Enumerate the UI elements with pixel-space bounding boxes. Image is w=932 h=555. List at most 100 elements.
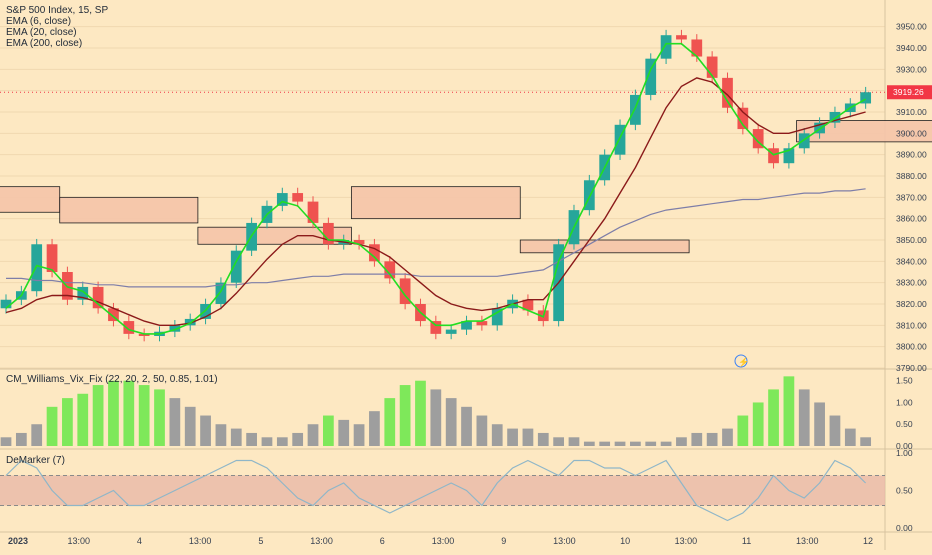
demarker-pane: [0, 459, 885, 522]
vix-bar: [46, 406, 58, 446]
ema6-line: [5, 42, 866, 335]
candle-body: [77, 286, 89, 300]
vix-bar: [384, 398, 396, 446]
vix-bar: [553, 437, 565, 446]
candle-body: [461, 321, 472, 330]
candle-body: [860, 92, 872, 104]
price-tick-label: 3820.00: [896, 299, 927, 309]
time-tick-label: 13:00: [553, 536, 576, 546]
legend-ema20[interactable]: EMA (20, close): [6, 27, 77, 38]
candle-body: [138, 333, 150, 336]
zone-box: [0, 186, 61, 213]
candle-body: [829, 112, 841, 123]
demarker-tick-label: 0.50: [896, 486, 913, 496]
vix-bar: [660, 441, 672, 446]
vix-bar: [200, 415, 211, 446]
vix-bar: [645, 441, 657, 446]
legend-ema200[interactable]: EMA (200, close): [6, 38, 83, 49]
candle-body: [123, 321, 135, 334]
candle-body: [752, 129, 764, 149]
candle-body: [722, 77, 733, 108]
vix-bar: [860, 437, 872, 446]
candle-body: [660, 35, 672, 59]
candle-body: [369, 244, 380, 262]
price-tick-label: 3800.00: [896, 342, 927, 352]
price-tick-label: 3900.00: [896, 128, 927, 138]
indicator-legend: S&P 500 Index, 15, SP EMA (6, close) EMA…: [6, 5, 108, 49]
zone-box: [59, 196, 199, 224]
candle-body: [169, 325, 181, 332]
candle-body: [430, 321, 442, 334]
vix-bar: [169, 398, 181, 446]
vix-bar: [15, 432, 27, 446]
vix-tick-label: 1.00: [896, 397, 913, 407]
alert-icon: [734, 354, 748, 368]
price-tick-label: 3890.00: [896, 150, 927, 160]
price-tick-label: 3880.00: [896, 171, 927, 181]
candle-body: [768, 148, 779, 164]
vix-bar: [691, 432, 703, 446]
current-price-label: 3919.26: [893, 87, 924, 97]
price-tick-label: 3950.00: [896, 22, 927, 32]
candle-body: [676, 35, 687, 40]
candle-body: [706, 56, 718, 78]
time-tick-label: 5: [258, 536, 263, 546]
vix-bar: [768, 389, 779, 446]
candle-body: [215, 282, 227, 304]
candle-body: [92, 286, 104, 309]
candle-body: [322, 222, 334, 245]
demarker-tick-label: 0.00: [896, 523, 913, 533]
vix-bar: [568, 437, 580, 446]
ema-lines: [5, 42, 866, 335]
vix-bar: [154, 389, 165, 446]
candle-body: [399, 278, 411, 304]
time-tick-label: 6: [380, 536, 385, 546]
lightning-icon: ⚡: [738, 356, 749, 368]
demarker-line: [5, 459, 867, 522]
price-tick-label: 3940.00: [896, 43, 927, 53]
price-tick-label: 3840.00: [896, 256, 927, 266]
axes: 3950.003940.003930.003920.003910.003900.…: [8, 22, 932, 546]
vix-tick-label: 1.50: [896, 376, 913, 386]
current-price-tag: [887, 85, 932, 100]
price-tick-label: 3870.00: [896, 192, 927, 202]
candle-body: [31, 244, 43, 292]
vix-bar: [476, 415, 488, 446]
vix-bar: [737, 415, 749, 446]
vix-bar: [844, 428, 856, 446]
candle-body: [614, 124, 626, 155]
vix-bar: [322, 415, 334, 446]
vix-bar: [31, 424, 43, 446]
vix-bar: [722, 428, 733, 446]
candle-body: [0, 299, 12, 309]
vix-bar: [108, 380, 119, 446]
candle-body: [108, 308, 119, 322]
vix-bar: [630, 441, 641, 446]
time-tick-label: 13:00: [675, 536, 698, 546]
vix-bar: [752, 402, 764, 446]
candle-body: [476, 321, 488, 326]
demarker-band: [0, 475, 885, 506]
vix-bar: [430, 389, 442, 446]
candle-body: [630, 94, 641, 125]
candle-body: [292, 193, 304, 202]
vix-bar: [246, 432, 257, 446]
candle-body: [737, 107, 749, 130]
candle-body: [583, 180, 595, 211]
vix-pane-label[interactable]: CM_Williams_Vix_Fix (22, 20, 2, 50, 0.85…: [6, 374, 218, 385]
zone-box: [519, 239, 690, 254]
candle-body: [46, 244, 58, 272]
price-tick-label: 3830.00: [896, 278, 927, 288]
vix-bar: [369, 411, 380, 446]
demarker-tick-label: 1.00: [896, 448, 913, 458]
price-tick-label: 3930.00: [896, 64, 927, 74]
legend-ema6[interactable]: EMA (6, close): [6, 16, 72, 27]
price-tick-label: 3790.00: [896, 363, 927, 373]
vix-bar: [292, 432, 304, 446]
candle-body: [445, 329, 457, 334]
price-tick-label: 3810.00: [896, 320, 927, 330]
demarker-pane-label[interactable]: DeMarker (7): [6, 455, 65, 466]
